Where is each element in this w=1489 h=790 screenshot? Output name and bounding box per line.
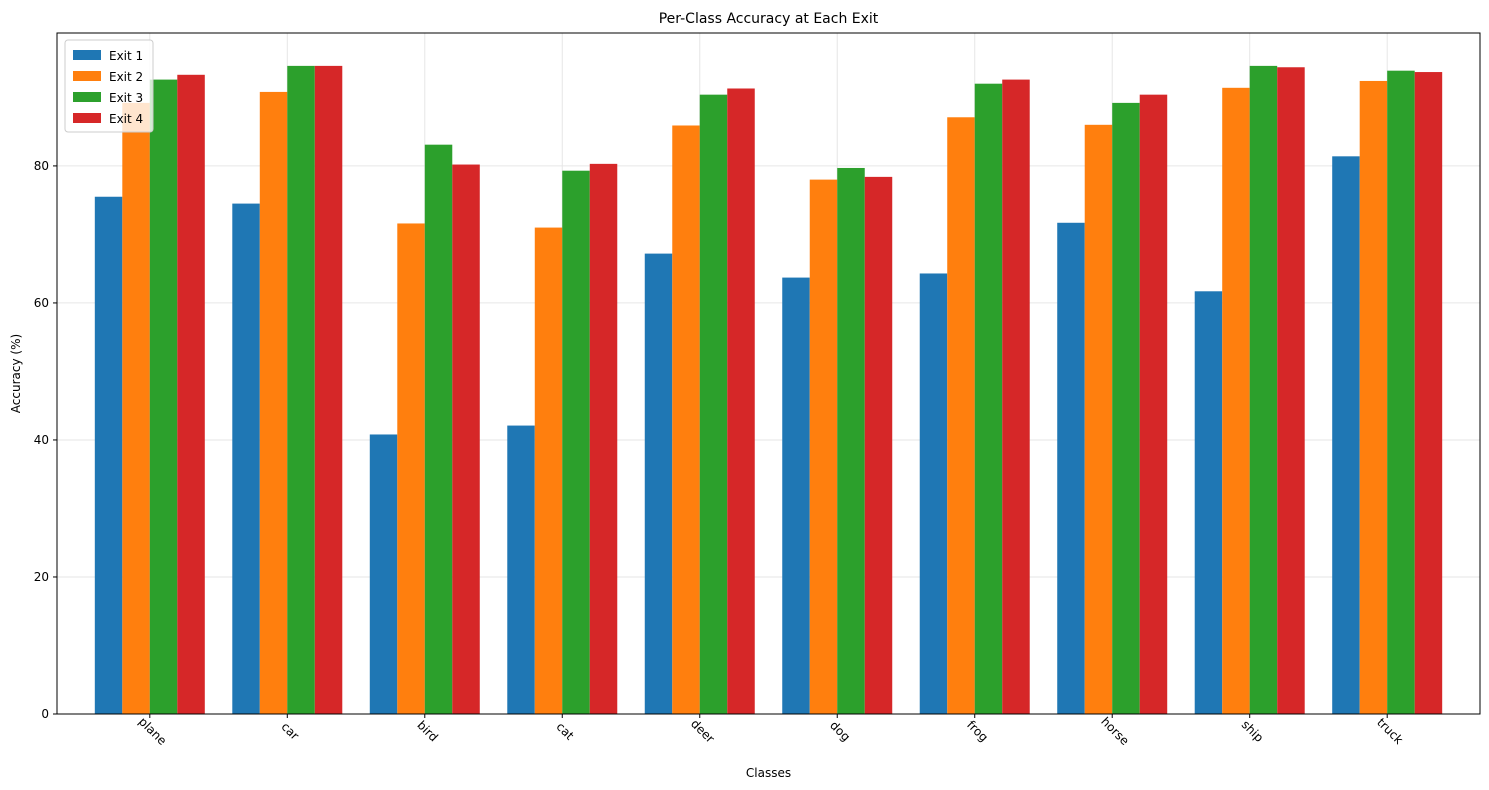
bar-exit-1-truck bbox=[1332, 156, 1360, 714]
legend-label: Exit 3 bbox=[109, 91, 143, 105]
bar-exit-3-plane bbox=[149, 79, 178, 714]
x-axis-label: Classes bbox=[746, 766, 791, 780]
legend-swatch bbox=[73, 92, 101, 102]
bar-exit-1-deer bbox=[644, 253, 673, 714]
bar-exit-4-plane bbox=[177, 74, 205, 714]
y-axis-label: Accuracy (%) bbox=[9, 334, 23, 413]
bar-exit-4-frog bbox=[1002, 79, 1030, 714]
bar-exit-3-bird bbox=[424, 144, 453, 714]
bar-exit-4-cat bbox=[589, 163, 618, 714]
chart-title: Per-Class Accuracy at Each Exit bbox=[659, 11, 879, 27]
bar-exit-2-cat bbox=[534, 227, 563, 715]
legend-swatch bbox=[73, 50, 101, 60]
legend-swatch bbox=[73, 113, 101, 123]
bar-exit-2-truck bbox=[1359, 80, 1388, 714]
bar-exit-4-ship bbox=[1277, 67, 1305, 714]
bar-exit-2-horse bbox=[1084, 124, 1113, 715]
bar-exit-3-car bbox=[287, 65, 315, 714]
bar-exit-2-deer bbox=[672, 125, 700, 715]
legend: Exit 1 Exit 2 Exit 3 Exit 4 bbox=[64, 39, 154, 133]
legend-swatch bbox=[73, 71, 101, 81]
bar-exit-4-truck bbox=[1414, 72, 1443, 714]
legend-label: Exit 4 bbox=[109, 112, 143, 126]
bar-exit-1-bird bbox=[369, 434, 398, 714]
bar-exit-4-horse bbox=[1139, 94, 1168, 714]
bar-exit-3-ship bbox=[1249, 65, 1278, 714]
bar-exit-1-ship bbox=[1194, 291, 1223, 714]
bar-exit-1-dog bbox=[782, 277, 810, 714]
legend-label: Exit 1 bbox=[109, 49, 143, 63]
bar-exit-1-frog bbox=[919, 273, 948, 714]
bar-exit-4-deer bbox=[727, 88, 755, 715]
bar-exit-3-frog bbox=[974, 83, 1003, 715]
bar-exit-2-plane bbox=[122, 102, 150, 714]
legend-box bbox=[64, 39, 154, 133]
bar-exit-1-horse bbox=[1057, 222, 1085, 715]
bar-exit-2-bird bbox=[397, 223, 425, 715]
bar-exit-2-car bbox=[259, 91, 288, 715]
bars bbox=[94, 65, 1443, 715]
bar-exit-1-car bbox=[232, 203, 260, 714]
bar-exit-2-ship bbox=[1222, 87, 1250, 715]
bar-exit-3-cat bbox=[562, 170, 590, 714]
bar-exit-3-deer bbox=[699, 94, 728, 714]
bar-exit-3-truck bbox=[1387, 70, 1415, 714]
bar-exit-1-cat bbox=[507, 425, 535, 714]
y-tick-label: 0 bbox=[41, 707, 49, 721]
bar-exit-1-plane bbox=[94, 196, 123, 714]
y-tick-label: 60 bbox=[34, 296, 49, 310]
legend-label: Exit 2 bbox=[109, 70, 143, 84]
plot-frame bbox=[56, 32, 1481, 715]
bar-exit-2-dog bbox=[809, 179, 838, 715]
bar-exit-3-horse bbox=[1112, 102, 1140, 714]
y-tick-label: 80 bbox=[34, 159, 49, 173]
bar-exit-3-dog bbox=[837, 167, 865, 714]
bar-exit-4-car bbox=[314, 65, 343, 714]
bar-exit-2-frog bbox=[947, 117, 975, 714]
bar-exit-4-dog bbox=[864, 176, 893, 715]
y-tick-label: 20 bbox=[34, 570, 49, 584]
y-axis-ticks: 0 20 40 60 80 bbox=[34, 159, 57, 721]
y-tick-label: 40 bbox=[34, 433, 49, 447]
bar-exit-4-bird bbox=[452, 164, 480, 714]
